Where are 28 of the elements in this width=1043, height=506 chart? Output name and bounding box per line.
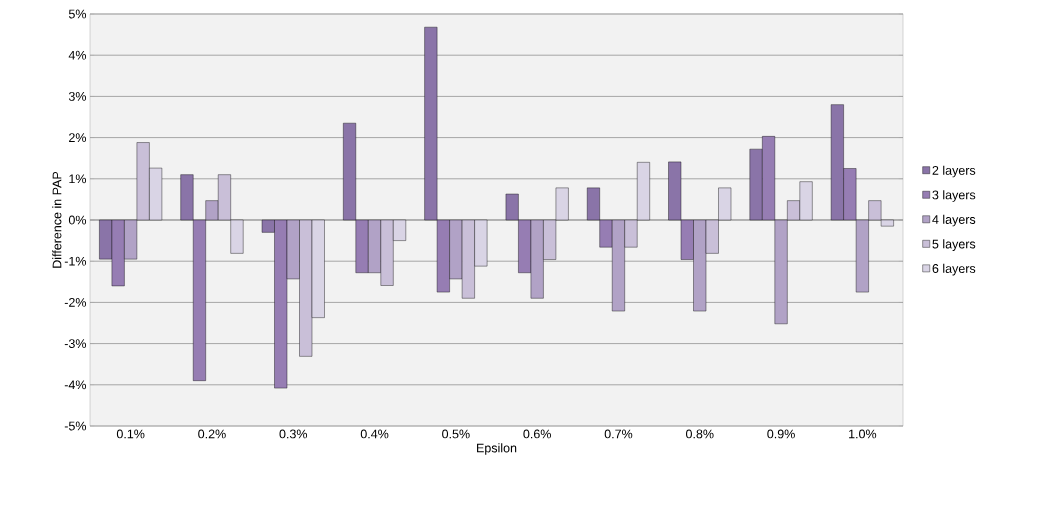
legend-label: 6 layers (932, 263, 976, 276)
y-axis-title: Difference in PAP (52, 171, 62, 268)
y-tick-label: 0% (68, 215, 87, 225)
y-tick-label: -2% (64, 297, 87, 307)
y-tick-label: -1% (64, 256, 87, 266)
y-tick-label: 4% (68, 50, 87, 60)
y-tick-label: 5% (68, 9, 87, 19)
legend-label: 3 layers (932, 190, 976, 202)
x-tick-label: 0.4% (360, 429, 389, 439)
y-tick-label: -5% (64, 421, 87, 431)
y-tick-label: -4% (64, 380, 87, 390)
y-tick-label: -3% (64, 339, 87, 349)
x-tick-label: 0.6% (523, 429, 551, 439)
legend-label: 2 layers (932, 165, 976, 178)
legend-label: 4 layers (932, 214, 976, 227)
y-tick-label: 3% (68, 91, 87, 101)
x-axis-title: Epsilon (477, 443, 517, 455)
y-tick-label: 2% (69, 133, 87, 142)
x-tick-label: 0.7% (604, 429, 633, 439)
legend-label: 5 layers (932, 239, 976, 251)
x-tick-label: 0.2% (198, 429, 226, 439)
x-tick-label: 0.9% (767, 429, 795, 439)
y-tick-label: 1% (69, 174, 87, 184)
x-tick-label: 1.0% (849, 429, 877, 439)
x-tick-label: 0.3% (279, 429, 308, 439)
x-tick-label: 0.5% (442, 429, 470, 439)
x-tick-label: 0.1% (116, 429, 145, 439)
x-tick-label: 0.8% (686, 429, 714, 439)
